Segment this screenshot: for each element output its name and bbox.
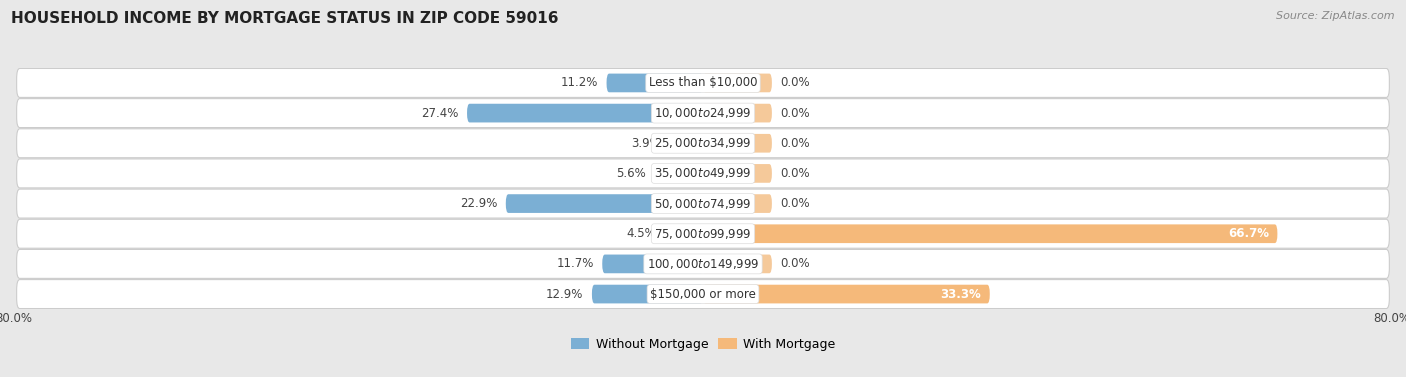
Text: $75,000 to $99,999: $75,000 to $99,999 [654,227,752,241]
Text: 0.0%: 0.0% [780,107,810,120]
Text: 12.9%: 12.9% [546,288,583,300]
FancyBboxPatch shape [655,164,703,183]
FancyBboxPatch shape [703,164,772,183]
FancyBboxPatch shape [602,254,703,273]
Text: 0.0%: 0.0% [780,167,810,180]
FancyBboxPatch shape [669,134,703,153]
FancyBboxPatch shape [17,250,1389,278]
FancyBboxPatch shape [703,254,772,273]
Text: $150,000 or more: $150,000 or more [650,288,756,300]
Text: 66.7%: 66.7% [1227,227,1268,240]
Text: $10,000 to $24,999: $10,000 to $24,999 [654,106,752,120]
Text: Less than $10,000: Less than $10,000 [648,77,758,89]
FancyBboxPatch shape [17,280,1389,308]
FancyBboxPatch shape [703,224,1278,243]
FancyBboxPatch shape [17,99,1389,127]
FancyBboxPatch shape [664,224,703,243]
Text: 0.0%: 0.0% [780,77,810,89]
FancyBboxPatch shape [506,194,703,213]
Text: $25,000 to $34,999: $25,000 to $34,999 [654,136,752,150]
Text: 0.0%: 0.0% [780,197,810,210]
FancyBboxPatch shape [703,134,772,153]
Text: 3.9%: 3.9% [631,137,661,150]
FancyBboxPatch shape [17,69,1389,97]
FancyBboxPatch shape [592,285,703,303]
Text: $35,000 to $49,999: $35,000 to $49,999 [654,166,752,181]
FancyBboxPatch shape [17,189,1389,218]
Text: 11.7%: 11.7% [557,257,593,270]
Text: Source: ZipAtlas.com: Source: ZipAtlas.com [1277,11,1395,21]
Text: 27.4%: 27.4% [420,107,458,120]
Text: 5.6%: 5.6% [616,167,647,180]
FancyBboxPatch shape [17,159,1389,188]
FancyBboxPatch shape [606,74,703,92]
Text: 0.0%: 0.0% [780,257,810,270]
FancyBboxPatch shape [17,219,1389,248]
FancyBboxPatch shape [17,129,1389,158]
FancyBboxPatch shape [703,104,772,123]
Text: HOUSEHOLD INCOME BY MORTGAGE STATUS IN ZIP CODE 59016: HOUSEHOLD INCOME BY MORTGAGE STATUS IN Z… [11,11,558,26]
FancyBboxPatch shape [703,285,990,303]
FancyBboxPatch shape [703,194,772,213]
FancyBboxPatch shape [703,74,772,92]
Text: 0.0%: 0.0% [780,137,810,150]
Text: $50,000 to $74,999: $50,000 to $74,999 [654,196,752,211]
FancyBboxPatch shape [467,104,703,123]
Text: 4.5%: 4.5% [626,227,655,240]
Text: $100,000 to $149,999: $100,000 to $149,999 [647,257,759,271]
Legend: Without Mortgage, With Mortgage: Without Mortgage, With Mortgage [565,333,841,356]
Text: 33.3%: 33.3% [941,288,981,300]
Text: 22.9%: 22.9% [460,197,498,210]
Text: 11.2%: 11.2% [561,77,598,89]
